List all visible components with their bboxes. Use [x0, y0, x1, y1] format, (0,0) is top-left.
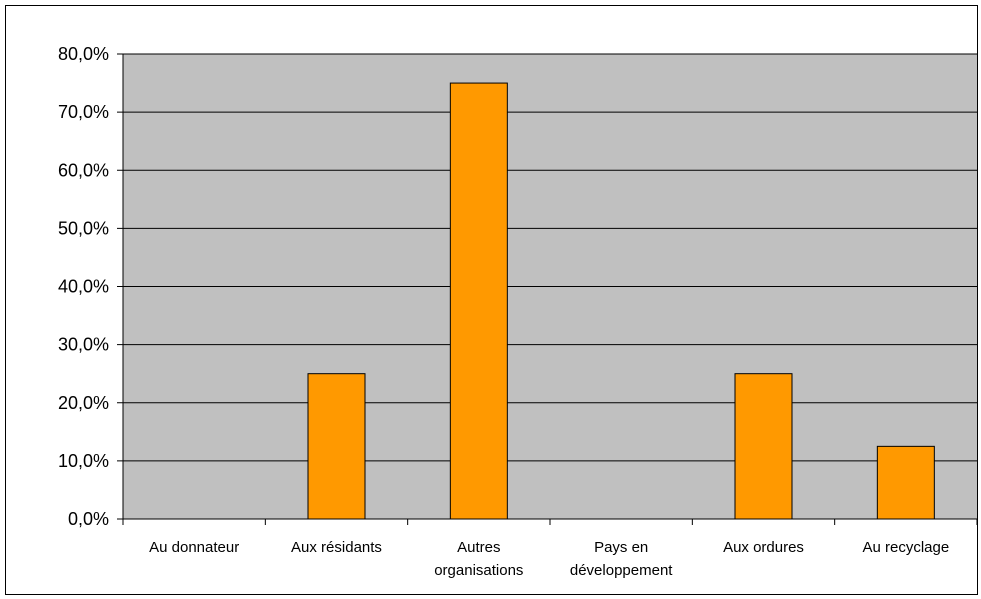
x-category-label: organisations	[434, 562, 523, 579]
gridlines	[123, 53, 977, 462]
x-category-label: Pays en	[594, 539, 648, 556]
y-tick-label: 60,0%	[58, 160, 109, 180]
x-category-label: Autres	[457, 539, 500, 556]
x-category-label: Aux ordures	[723, 539, 804, 556]
y-tick-labels: 0,0% 10,0% 20,0% 30,0% 40,0% 50,0% 60,0% 70,0% 8…	[58, 44, 109, 529]
y-tick-label: 50,0%	[58, 218, 109, 238]
x-category-label: développement	[570, 562, 673, 579]
y-tick-label: 20,0%	[58, 393, 109, 413]
y-tick-label: 80,0%	[58, 44, 109, 64]
x-category-label: Au donnateur	[149, 539, 239, 556]
bar	[734, 373, 793, 520]
bar	[307, 373, 366, 520]
x-category-labels: Au donnateur Aux résidants Autres organisat…	[149, 539, 949, 579]
bar	[449, 82, 508, 520]
y-tick-label: 30,0%	[58, 335, 109, 355]
axes	[117, 53, 978, 525]
bar	[876, 445, 935, 520]
y-tick-label: 40,0%	[58, 277, 109, 297]
y-tick-label: 10,0%	[58, 451, 109, 471]
y-tick-label: 0,0%	[68, 509, 109, 529]
bars	[307, 82, 935, 520]
x-category-label: Aux résidants	[291, 539, 382, 556]
x-category-label: Au recyclage	[862, 539, 949, 556]
y-tick-label: 70,0%	[58, 102, 109, 122]
